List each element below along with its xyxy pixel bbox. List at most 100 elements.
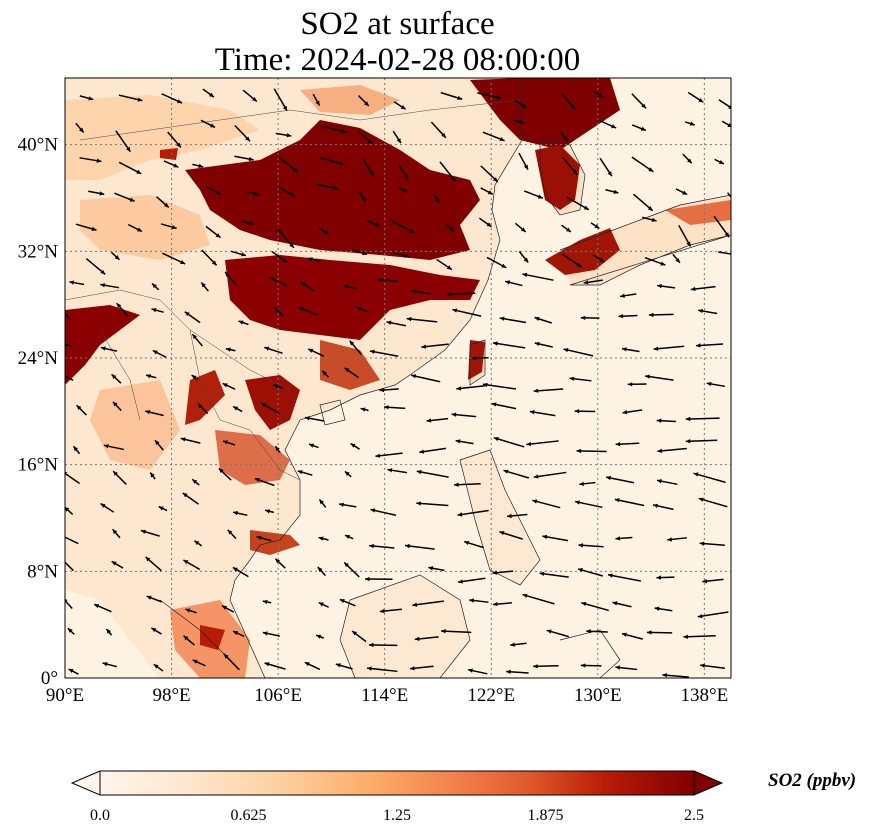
- wind-arrow-head: [254, 478, 260, 483]
- wind-arrow-head: [580, 663, 586, 668]
- wind-arrow-head: [627, 382, 633, 387]
- wind-arrow-head: [194, 540, 200, 546]
- wind-arrow-head: [533, 474, 539, 479]
- wind-arrow-head: [687, 158, 692, 164]
- colorbar-tick-label: 1.25: [383, 807, 411, 824]
- wind-arrow-head: [441, 629, 446, 634]
- wind-arrow-head: [695, 343, 701, 348]
- wind-arrow-head: [521, 103, 527, 109]
- wind-arrow-head: [315, 100, 320, 106]
- wind-arrow: [685, 439, 718, 443]
- wind-arrow-head: [727, 123, 731, 128]
- borders: [65, 99, 521, 481]
- wind-arrow-head: [641, 103, 647, 109]
- wind-arrow-head: [520, 227, 526, 232]
- wind-arrow-head: [275, 446, 280, 452]
- wind-arrow-head: [350, 443, 356, 448]
- wind-arrow-head: [361, 196, 366, 202]
- wind-arrow-head: [452, 308, 458, 313]
- wind-arrow-head: [339, 599, 345, 604]
- wind-arrow: [369, 350, 399, 357]
- wind-arrow-head: [240, 252, 246, 257]
- wind-arrow-head: [482, 382, 488, 388]
- wind-arrow-head: [572, 169, 578, 175]
- wind-arrow-head: [523, 257, 529, 263]
- wind-arrow-head: [656, 479, 662, 484]
- wind-arrow-head: [412, 602, 418, 607]
- wind-arrow: [421, 343, 449, 348]
- wind-arrow-head: [176, 142, 181, 148]
- colorbar-extend-min: [70, 770, 101, 796]
- wind-arrow-head: [667, 537, 672, 542]
- wind-arrow-head: [599, 257, 605, 263]
- wind-arrow-head: [335, 663, 341, 668]
- wind-arrow-head: [65, 598, 68, 603]
- wind-arrow-head: [153, 664, 159, 669]
- wind-arrow-head: [697, 613, 703, 619]
- wind-arrow-head: [344, 534, 350, 539]
- wind-arrow-head: [492, 570, 498, 575]
- wind-arrow-head: [210, 123, 216, 128]
- wind-arrow-head: [410, 289, 416, 294]
- wind-arrow-head: [198, 163, 204, 168]
- wind-arrow-head: [404, 253, 410, 258]
- wind-arrow: [533, 388, 564, 392]
- colorbar-tick-label: 0.625: [231, 807, 267, 824]
- wind-arrow-head: [211, 260, 217, 266]
- lon-tick-label: 130°E: [574, 685, 622, 706]
- wind-arrow-head: [653, 503, 658, 508]
- wind-arrow-head: [577, 568, 583, 573]
- wind-arrow-head: [657, 283, 662, 289]
- wind-arrow-head: [575, 500, 580, 505]
- wind-arrow: [65, 561, 74, 572]
- wind-arrow-head: [386, 320, 392, 325]
- wind-arrow-head: [55, 371, 60, 375]
- wind-arrow-head: [736, 205, 740, 210]
- wind-arrow-head: [317, 566, 323, 572]
- wind-arrow-head: [112, 401, 118, 407]
- wind-arrow-head: [316, 634, 322, 639]
- wind-arrow-head: [91, 226, 97, 231]
- wind-arrow-head: [282, 258, 288, 263]
- wind-arrow-head: [456, 386, 462, 391]
- lat-tick-label: 40°N: [18, 135, 59, 156]
- lat-tick-label: 0°: [41, 668, 58, 689]
- wind-arrow-head: [505, 280, 511, 285]
- wind-arrow-head: [455, 439, 461, 444]
- wind-arrow: [375, 452, 403, 458]
- wind-arrow-head: [106, 628, 111, 634]
- wind-arrow-head: [300, 281, 306, 287]
- wind-arrow-head: [319, 499, 324, 505]
- lat-tick-label: 8°N: [27, 561, 58, 582]
- wind-arrow-head: [192, 334, 198, 340]
- wind-arrow-head: [379, 387, 385, 393]
- wind-arrow-head: [339, 161, 345, 166]
- wind-arrow-head: [222, 440, 228, 445]
- wind-arrow-head: [570, 104, 576, 110]
- wind-arrow-head: [507, 513, 512, 519]
- wind-arrow: [563, 348, 594, 357]
- wind-arrow: [522, 593, 555, 605]
- wind-arrow-head: [656, 418, 662, 423]
- wind-arrow-head: [113, 471, 118, 476]
- wind-arrow-head: [68, 669, 74, 674]
- wind-arrow-head: [607, 573, 613, 578]
- wind-arrow-head: [364, 101, 369, 107]
- wind-arrow-head: [621, 632, 627, 637]
- wind-arrow-head: [233, 406, 239, 411]
- wind-arrow: [653, 345, 685, 350]
- wind-arrow: [368, 644, 398, 647]
- wind-arrow-head: [529, 410, 535, 415]
- wind-arrow-head: [368, 642, 374, 648]
- wind-arrow-head: [370, 508, 376, 513]
- wind-arrow-head: [414, 636, 420, 642]
- wind-arrow-head: [56, 341, 61, 345]
- wind-arrow-head: [654, 606, 660, 611]
- wind-arrow-head: [76, 405, 82, 411]
- wind-arrow-head: [533, 664, 538, 669]
- wind-arrow-head: [252, 96, 257, 102]
- wind-arrow-head: [446, 292, 451, 297]
- wind-arrow-head: [402, 188, 408, 193]
- wind-arrow: [607, 573, 642, 582]
- wind-arrow-head: [648, 312, 654, 318]
